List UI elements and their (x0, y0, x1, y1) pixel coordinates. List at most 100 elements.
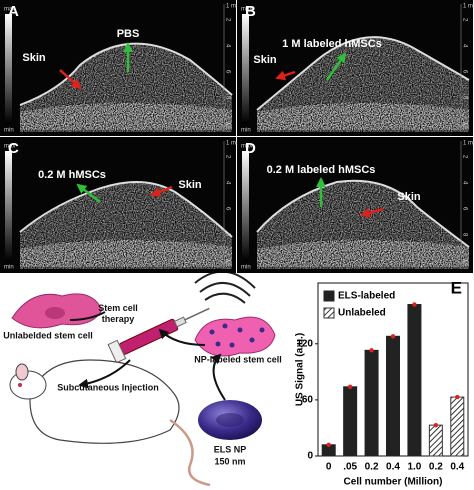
legend-label: ELS-labeled (338, 291, 395, 302)
scale-max: max (241, 7, 252, 13)
legend-swatch (323, 290, 335, 302)
arrow (59, 69, 82, 90)
panel-label: B (245, 3, 256, 20)
annotation: Skin (253, 54, 277, 66)
panel-label: D (245, 140, 256, 157)
bar-top-marker (347, 384, 353, 389)
gray-bar (5, 151, 12, 261)
depth-tick: 6 (224, 207, 230, 211)
y-tick-label: 60 (302, 395, 314, 406)
bar (407, 304, 422, 457)
tissue-bright (20, 102, 232, 132)
depth-tick: 2 (224, 18, 230, 22)
depth-tick: 10 (224, 259, 230, 266)
tissue-bright (20, 239, 232, 269)
scale-max: max (4, 7, 15, 13)
label: Subcutaneous Injection (57, 382, 159, 392)
bar-top-marker (433, 422, 439, 428)
scale-min: min (4, 265, 14, 271)
bar (450, 396, 465, 457)
x-tick-label: 0.4 (386, 462, 400, 473)
depth-tick: 8 (461, 96, 467, 100)
depth-tick: 8 (224, 96, 230, 100)
depth-tick: 2 (224, 155, 230, 159)
bar-top-marker (369, 348, 374, 353)
x-tick-label: 0.2 (429, 462, 443, 473)
tissue-bright (257, 239, 469, 269)
bar (364, 349, 379, 457)
y-axis-label: US Signal (a.u.) (295, 333, 306, 406)
label: ELS NP (214, 444, 247, 454)
x-tick-label: .05 (343, 462, 357, 473)
depth-tick: 2 (461, 18, 467, 22)
bar (428, 424, 443, 457)
depth-tick: 10 (461, 259, 467, 266)
y-tick-label: 0 (307, 451, 313, 462)
panel-label: A (8, 3, 19, 20)
depth-tick: 10 (461, 122, 467, 129)
depth-tick: 8 (224, 233, 230, 237)
arrow (275, 70, 296, 81)
label: Stem cell therapy (98, 303, 138, 324)
x-axis-label: Cell number (Million) (344, 477, 443, 488)
annotation: 0.2 M hMSCs (38, 169, 106, 181)
legend-label: Unlabeled (338, 308, 386, 319)
bar-top-marker (455, 394, 460, 400)
depth-tick: 4 (461, 181, 467, 185)
panel-label: E (451, 278, 462, 297)
scale-max: max (4, 144, 15, 150)
arrow (360, 207, 384, 218)
depth-tick: 6 (224, 70, 230, 74)
bar (386, 335, 400, 457)
depth-tick: 10 (224, 122, 230, 129)
gray-bar (242, 14, 249, 124)
depth-unit: 1 mm (226, 4, 241, 10)
panel-label: C (8, 140, 19, 157)
annotation: Skin (178, 179, 202, 191)
annotation: 0.2 M labeled hMSCs (267, 164, 376, 176)
depth-unit: 1 mm (226, 141, 241, 147)
ultrasound-panel: max min 1 mm 2 4 6 8 10 A PBS Skin (0, 0, 241, 136)
label: 150 nm (214, 456, 245, 466)
gray-bar (242, 151, 249, 261)
x-tick-label: 1.0 (407, 462, 421, 473)
ultrasound-panel: max min 1 mm 2 4 6 8 10 B 1 M labeled hMSCs Skin (237, 0, 474, 136)
depth-tick: 6 (461, 70, 467, 74)
annotation: Skin (397, 191, 421, 203)
gray-bar (5, 14, 12, 124)
schematic: Stem cell therapy Unlabelded stem cell Su… (3, 239, 282, 487)
depth-unit: 1 mm (463, 141, 474, 147)
ultrasound-panel: max min 1 mm 2 4 6 8 10 C 0.2 M hMSCs Skin (0, 137, 241, 273)
depth-tick: 6 (461, 207, 467, 211)
annotation: 1 M labeled hMSCs (282, 38, 382, 50)
skin-line (256, 36, 470, 111)
scale-min: min (4, 128, 14, 134)
x-tick-label: 0.2 (365, 462, 379, 473)
ultrasound-panel: max min 1 mm 2 4 6 8 10 D 0.2 M labeled hMSCs Skin (237, 137, 474, 273)
label: NP-labeled stem cell (194, 354, 282, 364)
label: Unlabelded stem cell (3, 330, 93, 340)
annotation: PBS (117, 28, 140, 40)
annotation: Skin (22, 52, 46, 64)
depth-unit: 1 mm (463, 4, 474, 10)
legend-swatch (323, 307, 335, 319)
arrow (150, 185, 173, 197)
scale-max: max (241, 144, 252, 150)
depth-tick: 2 (461, 155, 467, 159)
depth-tick: 4 (224, 181, 230, 185)
bar-top-marker (326, 442, 331, 447)
skin-line (19, 181, 233, 238)
x-tick-label: 0 (326, 462, 332, 473)
scale-min: min (241, 265, 251, 271)
arrow (325, 52, 347, 81)
tissue-bright (257, 102, 469, 132)
depth-tick: 4 (461, 44, 467, 48)
depth-tick: 4 (224, 44, 230, 48)
arrow (76, 183, 101, 203)
scale-min: min (241, 128, 251, 134)
depth-tick: 8 (461, 233, 467, 237)
skin-line (256, 179, 470, 248)
bar-top-marker (412, 302, 417, 307)
bar-top-marker (390, 334, 396, 339)
